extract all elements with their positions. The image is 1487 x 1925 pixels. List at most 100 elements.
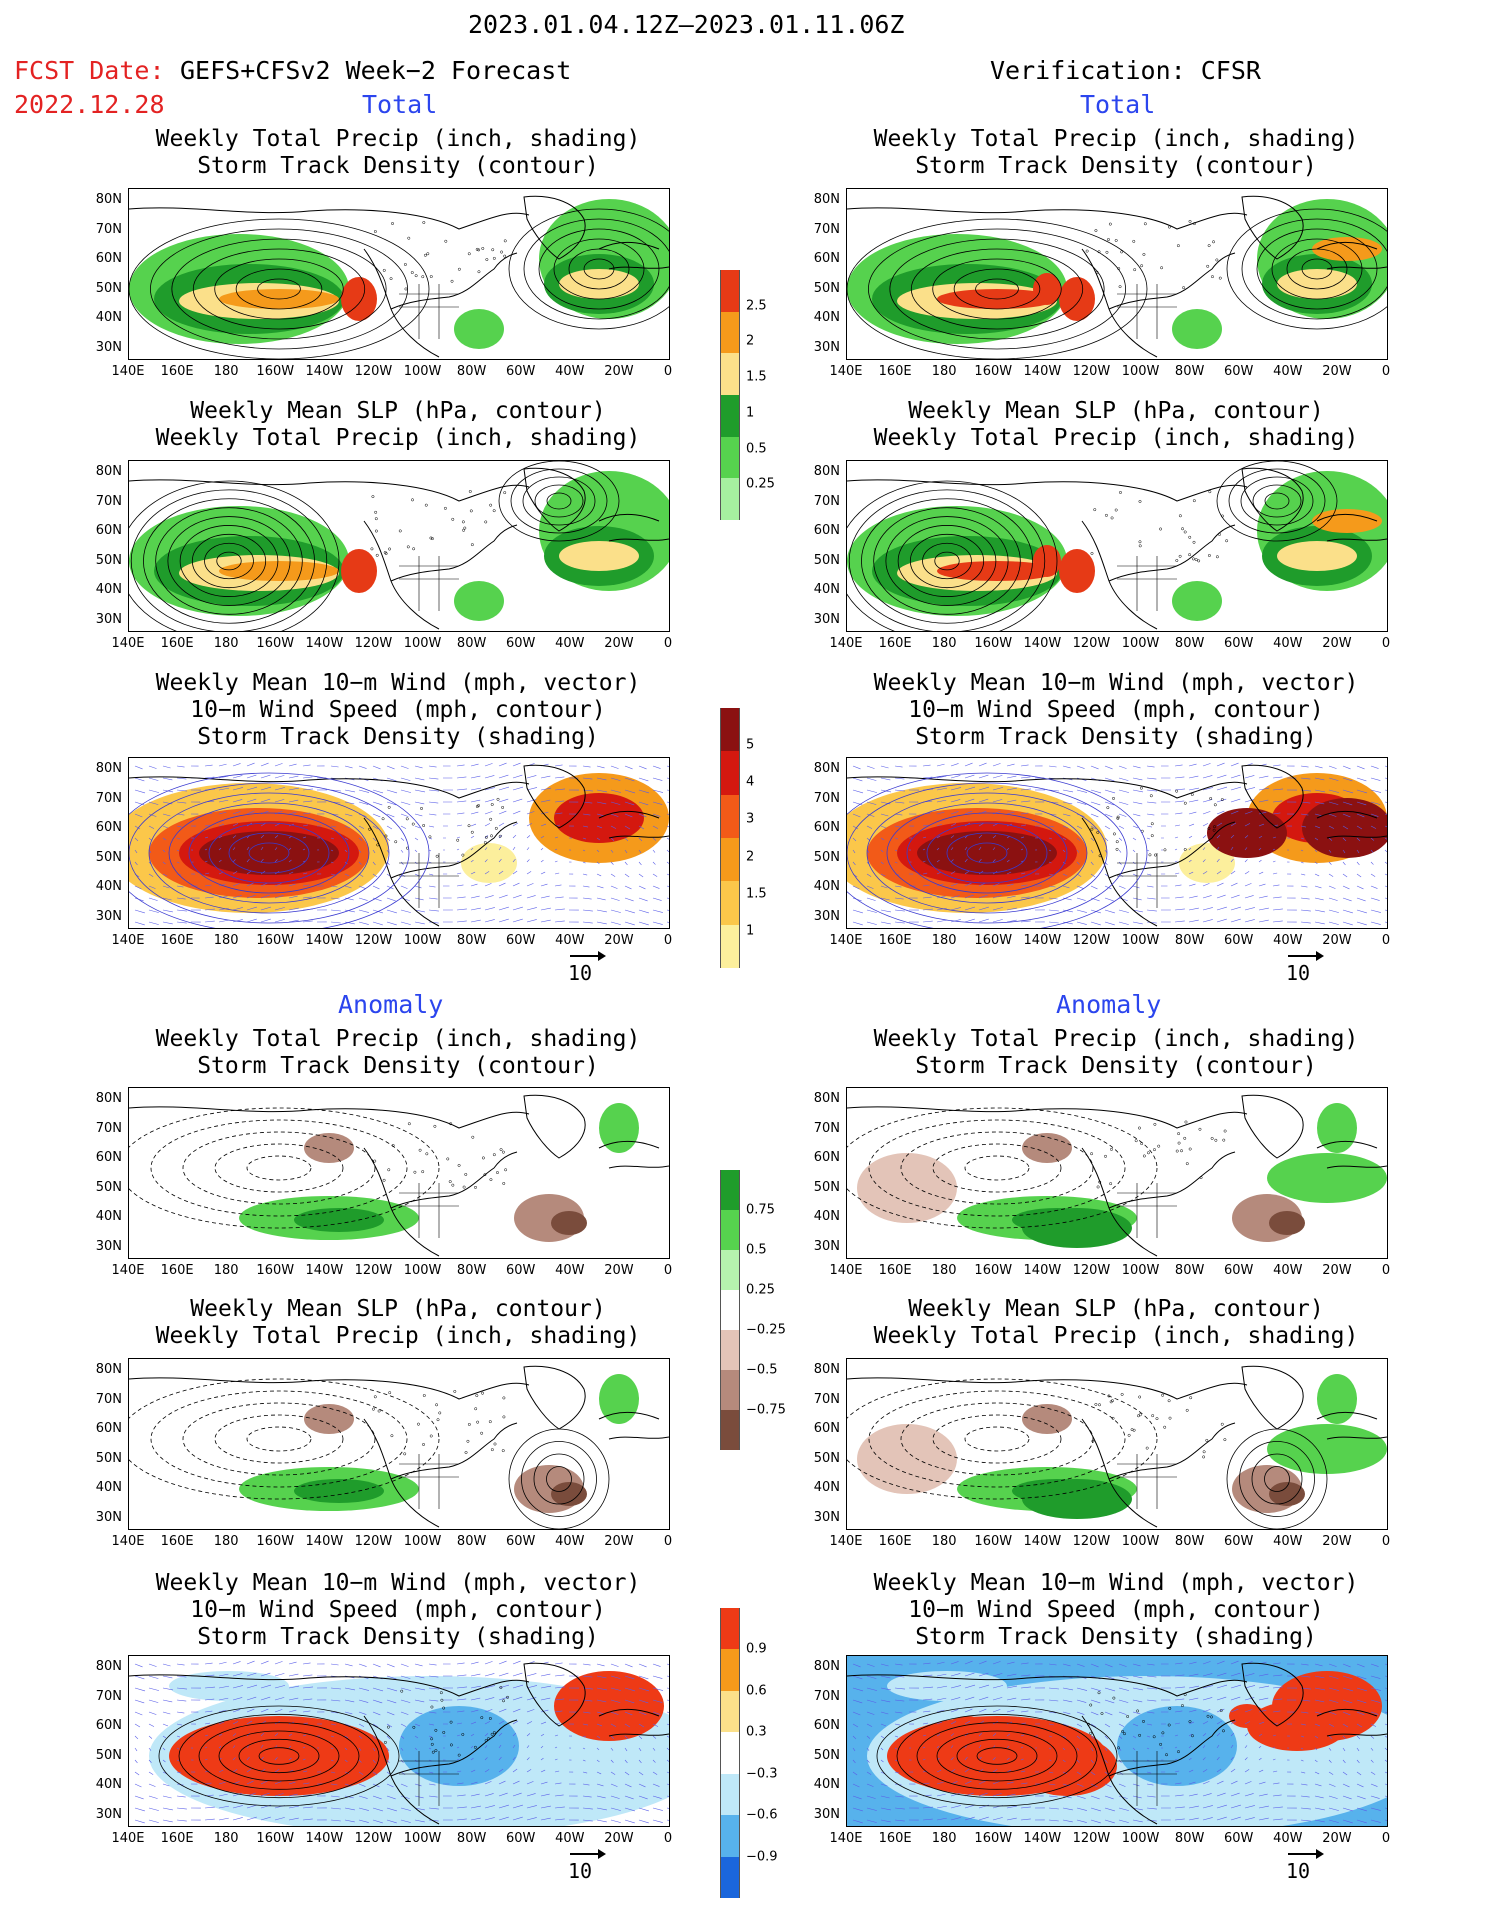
- lat-tick: 80N: [86, 1659, 122, 1674]
- lat-tick: 60N: [804, 1421, 840, 1436]
- map-panel-slp-forecast: [128, 460, 670, 632]
- lat-tick: 60N: [804, 251, 840, 266]
- lon-tick: 80W: [1175, 636, 1204, 651]
- section-total-right: Total: [1080, 90, 1155, 119]
- panel-title: Weekly Mean 10−m Wind (mph, vector) 10−m …: [836, 1570, 1396, 1651]
- vector-ref-label: 10: [568, 1859, 592, 1883]
- lon-tick: 100W: [1122, 1263, 1160, 1278]
- lon-tick: 140E: [111, 1831, 144, 1846]
- colorbar-label: −0.6: [746, 1808, 778, 1823]
- lon-tick: 20W: [604, 1534, 633, 1549]
- panel-title: Weekly Total Precip (inch, shading) Storm…: [118, 126, 678, 180]
- lon-tick: 80W: [457, 1263, 486, 1278]
- lon-tick: 160W: [974, 364, 1012, 379]
- lon-tick: 100W: [1122, 933, 1160, 948]
- lon-tick: 60W: [506, 364, 535, 379]
- lon-tick: 180: [932, 1831, 957, 1846]
- lon-tick: 0: [1382, 1534, 1390, 1549]
- lat-tick: 40N: [86, 879, 122, 894]
- lon-tick: 140W: [306, 1534, 344, 1549]
- vector-reference: 10: [568, 1859, 592, 1883]
- lon-tick: 140W: [306, 636, 344, 651]
- lon-tick: 80W: [457, 1831, 486, 1846]
- lon-tick: 120W: [1073, 364, 1111, 379]
- lon-tick: 160E: [161, 636, 194, 651]
- panel-title-line: 10−m Wind Speed (mph, contour): [118, 697, 678, 724]
- lon-tick: 120W: [1073, 636, 1111, 651]
- colorbar-label: 0.3: [746, 1725, 767, 1740]
- lat-tick: 30N: [86, 612, 122, 627]
- lat-tick: 40N: [86, 1209, 122, 1224]
- lon-tick: 160E: [879, 1263, 912, 1278]
- colorbar-label: 2.5: [746, 298, 767, 313]
- colorbar-label: 0.25: [746, 477, 775, 492]
- lat-tick: 50N: [804, 1748, 840, 1763]
- panel-title-line: Weekly Mean 10−m Wind (mph, vector): [836, 1570, 1396, 1597]
- panel-title-line: Storm Track Density (shading): [836, 724, 1396, 751]
- lon-tick: 20W: [604, 636, 633, 651]
- lon-tick: 180: [932, 1263, 957, 1278]
- lon-tick: 0: [1382, 364, 1390, 379]
- lon-tick: 140E: [829, 1263, 862, 1278]
- colorbar-segment: [720, 478, 740, 520]
- map-panel-slpA-forecast: [128, 1358, 670, 1530]
- lon-tick: 80W: [457, 364, 486, 379]
- lon-tick: 80W: [1175, 1831, 1204, 1846]
- lat-tick: 60N: [804, 523, 840, 538]
- lon-tick: 40W: [555, 933, 584, 948]
- colorbar-label: 5: [746, 738, 754, 753]
- lon-tick: 160E: [879, 1534, 912, 1549]
- colorbar-segment: [720, 1210, 740, 1250]
- lon-tick: 0: [664, 636, 672, 651]
- panel-title-line: Weekly Mean 10−m Wind (mph, vector): [118, 1570, 678, 1597]
- lat-tick: 30N: [804, 1239, 840, 1254]
- lon-tick: 20W: [1322, 364, 1351, 379]
- lat-tick: 60N: [86, 251, 122, 266]
- colorbar-label: 0.5: [746, 441, 767, 456]
- lat-tick: 50N: [86, 850, 122, 865]
- panel-title-line: Weekly Mean SLP (hPa, contour): [118, 398, 678, 425]
- lon-tick: 140E: [829, 1831, 862, 1846]
- panel-title-line: Weekly Mean SLP (hPa, contour): [836, 398, 1396, 425]
- lat-tick: 70N: [804, 494, 840, 509]
- vector-reference: 10: [1286, 1859, 1310, 1883]
- lon-tick: 60W: [1224, 636, 1253, 651]
- map-panel-precipA-verification: [846, 1087, 1388, 1259]
- lon-tick: 140E: [111, 364, 144, 379]
- lon-tick: 140W: [1024, 364, 1062, 379]
- lon-tick: 20W: [604, 364, 633, 379]
- fcst-model: GEFS+CFSv2 Week−2 Forecast: [180, 56, 571, 85]
- colorbar-segment: [720, 881, 740, 924]
- lon-tick: 40W: [555, 1534, 584, 1549]
- lat-tick: 50N: [86, 1180, 122, 1195]
- lon-tick: 160E: [879, 1831, 912, 1846]
- lon-tick: 140W: [1024, 1263, 1062, 1278]
- lat-tick: 60N: [86, 1718, 122, 1733]
- colorbar-label: −0.5: [746, 1363, 778, 1378]
- lon-tick: 60W: [506, 1263, 535, 1278]
- lon-tick: 0: [664, 1534, 672, 1549]
- vector-arrow: [570, 955, 604, 957]
- vector-ref-label: 10: [1286, 1859, 1310, 1883]
- colorbar-precip_anom: 0.75 0.5 0.25 −0.25 −0.5 −0.75: [720, 1170, 738, 1450]
- panel-title-line: Weekly Mean SLP (hPa, contour): [836, 1296, 1396, 1323]
- lat-tick: 70N: [804, 222, 840, 237]
- lon-tick: 100W: [1122, 364, 1160, 379]
- lat-tick: 70N: [86, 222, 122, 237]
- colorbar-label: −0.25: [746, 1323, 786, 1338]
- lon-tick: 160E: [879, 364, 912, 379]
- lat-tick: 80N: [86, 192, 122, 207]
- lon-tick: 0: [664, 364, 672, 379]
- lon-tick: 140E: [111, 1263, 144, 1278]
- colorbar-segment: [720, 312, 740, 354]
- section-anomaly-left: Anomaly: [338, 990, 443, 1019]
- lat-tick: 50N: [804, 1180, 840, 1195]
- map-panel-windA-verification: [846, 1655, 1388, 1827]
- colorbar-segment: [720, 1370, 740, 1410]
- lon-tick: 40W: [1273, 1263, 1302, 1278]
- lon-tick: 20W: [604, 1831, 633, 1846]
- vector-ref-label: 10: [568, 961, 592, 985]
- lon-tick: 180: [214, 364, 239, 379]
- lon-tick: 160E: [161, 1534, 194, 1549]
- colorbar-label: 3: [746, 812, 754, 827]
